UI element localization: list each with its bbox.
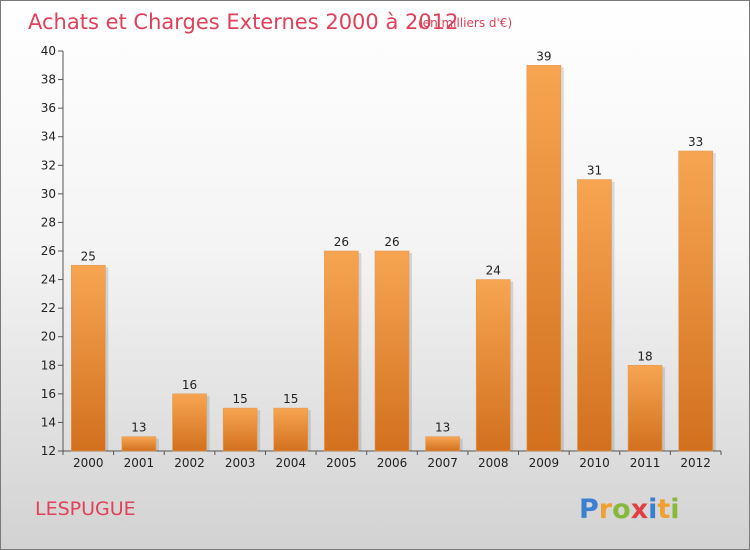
logo-letter: i bbox=[670, 494, 679, 525]
data-label: 39 bbox=[536, 49, 551, 63]
bar bbox=[577, 179, 612, 452]
bars: 25 13 16 15 15 26 26 13 24 39 31 18 33 bbox=[71, 49, 716, 452]
proxiti-logo: Proxiti bbox=[579, 494, 680, 525]
x-tick-label: 2005 bbox=[326, 456, 357, 470]
bar bbox=[678, 150, 713, 452]
y-tick-label: 14 bbox=[41, 415, 56, 429]
y-tick-label: 22 bbox=[41, 301, 56, 315]
data-label: 13 bbox=[435, 421, 450, 435]
y-tick-label: 30 bbox=[41, 187, 56, 201]
logo-letter: P bbox=[579, 494, 599, 525]
x-tick-label: 2008 bbox=[478, 456, 509, 470]
bar bbox=[324, 250, 359, 452]
data-label: 31 bbox=[587, 164, 602, 178]
y-tick-label: 18 bbox=[41, 358, 56, 372]
x-tick-label: 2009 bbox=[529, 456, 560, 470]
data-label: 15 bbox=[283, 392, 298, 406]
y-tick-label: 28 bbox=[41, 215, 56, 229]
x-tick-label: 2001 bbox=[124, 456, 155, 470]
y-tick-label: 34 bbox=[41, 130, 56, 144]
logo-letter: t bbox=[657, 494, 670, 525]
bar bbox=[425, 436, 460, 452]
y-tick-label: 16 bbox=[41, 387, 56, 401]
data-label: 26 bbox=[334, 235, 349, 249]
x-tick-label: 2010 bbox=[579, 456, 610, 470]
bar bbox=[475, 279, 511, 452]
data-label: 25 bbox=[81, 249, 96, 263]
y-tick-label: 26 bbox=[41, 244, 56, 258]
y-tick-label: 32 bbox=[41, 158, 56, 172]
bar bbox=[222, 407, 258, 452]
x-tick-label: 2011 bbox=[630, 456, 661, 470]
y-axis: 12 14 16 18 20 22 24 26 28 30 32 34 36 38 40 bbox=[41, 44, 64, 458]
x-axis: 2000 2001 2002 2003 2004 2005 2006 2007 2008 2009… bbox=[62, 450, 722, 470]
chart-title: Achats et Charges Externes 2000 à 2012 bbox=[28, 10, 458, 34]
y-tick-label: 38 bbox=[41, 73, 56, 87]
bar bbox=[374, 250, 410, 452]
data-label: 13 bbox=[131, 421, 146, 435]
x-tick-label: 2002 bbox=[174, 456, 205, 470]
bar bbox=[526, 64, 562, 452]
data-label: 26 bbox=[384, 235, 399, 249]
data-label: 24 bbox=[486, 264, 501, 278]
data-label: 18 bbox=[637, 349, 652, 363]
chart-subtitle: (en milliers d'€) bbox=[418, 16, 512, 30]
logo-letter: i bbox=[648, 494, 657, 525]
bar bbox=[172, 393, 207, 452]
logo-letter: x bbox=[631, 494, 648, 525]
y-tick-label: 24 bbox=[41, 273, 56, 287]
y-tick-label: 40 bbox=[41, 44, 56, 58]
data-label: 15 bbox=[233, 392, 248, 406]
x-tick-label: 2003 bbox=[225, 456, 256, 470]
x-tick-label: 2000 bbox=[73, 456, 104, 470]
x-tick-label: 2004 bbox=[275, 456, 306, 470]
logo-letter: o bbox=[612, 494, 631, 525]
x-tick-label: 2012 bbox=[680, 456, 711, 470]
bar bbox=[273, 407, 309, 452]
y-tick-label: 36 bbox=[41, 101, 56, 115]
x-tick-label: 2007 bbox=[427, 456, 458, 470]
bar bbox=[71, 264, 106, 452]
data-label: 16 bbox=[182, 378, 197, 392]
y-tick-label: 20 bbox=[41, 330, 56, 344]
commune-name: LESPUGUE bbox=[35, 498, 136, 520]
x-tick-label: 2006 bbox=[377, 456, 408, 470]
bar bbox=[627, 364, 663, 452]
bar bbox=[121, 436, 157, 452]
data-label: 33 bbox=[688, 135, 703, 149]
logo-letter: r bbox=[599, 494, 613, 525]
y-tick-label: 12 bbox=[41, 444, 56, 458]
